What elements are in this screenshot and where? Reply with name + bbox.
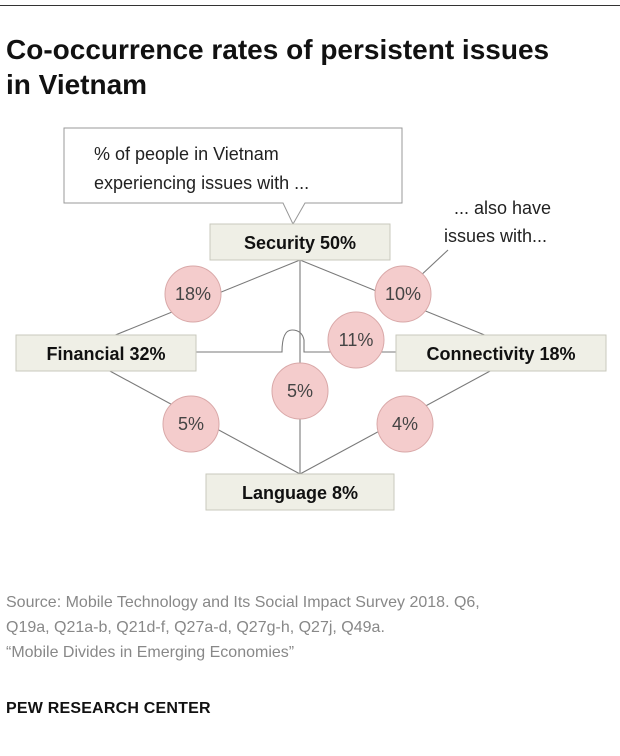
pct-financial-language: 5% [162,395,220,453]
callout-bubble: % of people in Vietnam experiencing issu… [63,127,403,226]
node-financial-box [15,334,197,372]
node-security: Security 50% [209,223,391,261]
pct-connectivity-language: 4% [376,395,434,453]
pct-security-connectivity-label: 10% [385,284,421,304]
node-language-box [205,473,395,511]
also-note-line-2: issues with... [444,226,547,246]
pew-research-center-logo: PEW RESEARCH CENTER [6,700,211,717]
top-rule [0,5,620,6]
source-line-3: “Mobile Divides in Emerging Economies” [6,644,295,661]
pct-security-language-label: 5% [287,381,313,401]
node-security-label: Security 50% [244,233,356,253]
chart-title-line-2: in Vietnam [6,69,148,100]
source-line-2: Q19a, Q21a-b, Q21d-f, Q27a-d, Q27g-h, Q2… [6,619,385,636]
node-financial-label: Financial 32% [46,344,165,364]
node-connectivity: Connectivity 18% [395,334,607,372]
pct-financial-connectivity-circle [327,311,385,369]
callout-box [63,127,403,226]
node-language-label: Language 8% [242,483,358,503]
node-connectivity-box [395,334,607,372]
node-connectivity-label: Connectivity 18% [426,344,575,364]
source-note: Source: Mobile Technology and Its Social… [6,590,616,665]
pct-connectivity-language-label: 4% [392,414,418,434]
node-financial: Financial 32% [15,334,197,372]
pct-security-language-circle [271,362,329,420]
line-financial-connectivity [196,329,396,353]
also-have-note: ... also have issues with... [417,198,551,279]
pct-security-financial: 18% [164,265,222,323]
pct-security-financial-circle [164,265,222,323]
also-note-pointer [417,249,449,279]
chart-title-line-1: Co-occurrence rates of persistent issues [6,34,550,65]
pct-financial-connectivity-label: 11% [339,330,374,350]
node-security-box [209,223,391,261]
callout-line-2: experiencing issues with ... [94,173,309,193]
node-language: Language 8% [205,473,395,511]
pct-connectivity-language-circle [376,395,434,453]
source-line-1: Source: Mobile Technology and Its Social… [6,594,480,611]
pct-security-financial-label: 18% [175,284,211,304]
pct-security-connectivity-circle [374,265,432,323]
pct-security-connectivity: 10% [374,265,432,323]
pct-financial-language-circle [162,395,220,453]
pct-security-language: 5% [271,362,329,420]
co-occurrence-diagram: % of people in Vietnam experiencing issu… [15,127,607,511]
callout-line-1: % of people in Vietnam [94,144,279,164]
pct-financial-connectivity: 11% [327,311,385,369]
pct-financial-language-label: 5% [178,414,204,434]
chart-title: Co-occurrence rates of persistent issues… [6,32,616,102]
also-note-line-1: ... also have [454,198,551,218]
